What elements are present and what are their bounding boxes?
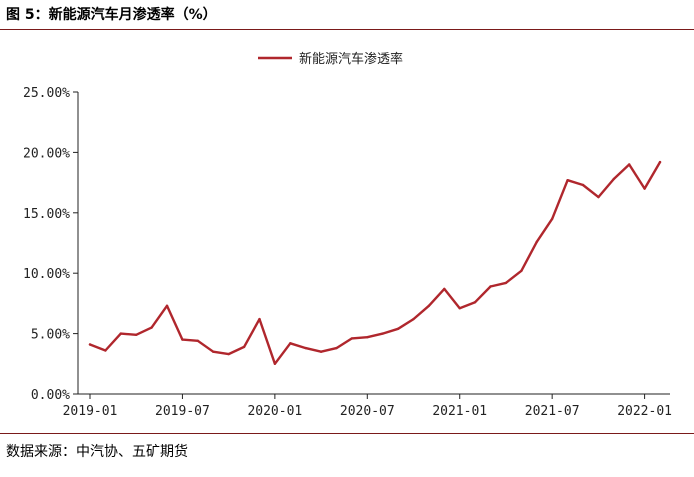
y-tick-label: 20.00% xyxy=(23,146,70,161)
x-tick-label: 2019-07 xyxy=(155,404,210,419)
data-point xyxy=(473,301,477,304)
data-point xyxy=(150,326,153,329)
x-tick-label: 2021-07 xyxy=(525,404,580,419)
data-point xyxy=(381,332,384,335)
data-point xyxy=(458,307,461,310)
series-lines xyxy=(88,160,662,365)
x-axis-ticks: 2019-01 2019-07 2020-01 2020-07 2021-01 2021-… xyxy=(63,394,672,419)
data-point xyxy=(412,317,415,321)
y-tick-label: 15.00% xyxy=(23,207,70,222)
y-tick-label: 0.00% xyxy=(31,388,70,403)
data-point xyxy=(119,332,123,335)
x-tick-label: 2022-01 xyxy=(617,404,672,419)
data-point xyxy=(581,183,585,187)
data-point xyxy=(196,339,199,342)
data-point xyxy=(504,281,508,285)
data-point xyxy=(520,269,523,272)
figure-source: 数据来源：中汽协、五矿期货 xyxy=(6,444,188,460)
data-point xyxy=(135,333,138,336)
data-point xyxy=(658,160,662,164)
data-point xyxy=(304,346,307,350)
data-point xyxy=(443,287,446,291)
y-tick-label: 25.00% xyxy=(23,86,70,101)
data-point xyxy=(427,304,431,307)
data-point xyxy=(227,352,230,356)
data-point xyxy=(489,285,492,288)
data-point xyxy=(396,327,400,330)
data-point xyxy=(319,350,323,353)
data-point xyxy=(258,317,261,321)
data-point xyxy=(165,304,169,307)
data-point xyxy=(289,342,292,345)
x-tick-label: 2021-01 xyxy=(432,404,487,419)
data-point xyxy=(88,343,92,346)
data-point xyxy=(350,337,354,340)
data-point xyxy=(212,350,215,353)
data-point xyxy=(104,349,107,352)
data-point xyxy=(335,346,338,350)
y-tick-label: 10.00% xyxy=(23,267,70,282)
x-tick-label: 2020-07 xyxy=(340,404,395,419)
x-tick-label: 2020-01 xyxy=(247,404,302,419)
source-rule xyxy=(0,433,694,434)
y-axis-ticks: 0.00% 5.00% 10.00% 15.00% 20.00% 25.00% xyxy=(23,86,78,403)
chart-legend: 新能源汽车渗透率 xyxy=(258,51,403,67)
data-point xyxy=(566,179,569,182)
data-point xyxy=(628,163,631,166)
data-point xyxy=(273,362,277,365)
chart-axes xyxy=(77,92,670,395)
data-point xyxy=(181,338,184,341)
series-line xyxy=(88,160,662,365)
data-point xyxy=(535,240,538,243)
legend-label: 新能源汽车渗透率 xyxy=(299,51,403,67)
data-point xyxy=(597,195,600,199)
data-point xyxy=(643,187,646,190)
data-point xyxy=(612,177,615,181)
title-rule xyxy=(0,29,694,30)
data-point xyxy=(366,336,369,339)
y-tick-label: 5.00% xyxy=(31,328,70,343)
data-point xyxy=(242,345,246,349)
data-point xyxy=(551,217,554,220)
figure-title: 图 5：新能源汽车月渗透率（%） xyxy=(6,7,217,23)
x-tick-label: 2019-01 xyxy=(63,404,118,419)
